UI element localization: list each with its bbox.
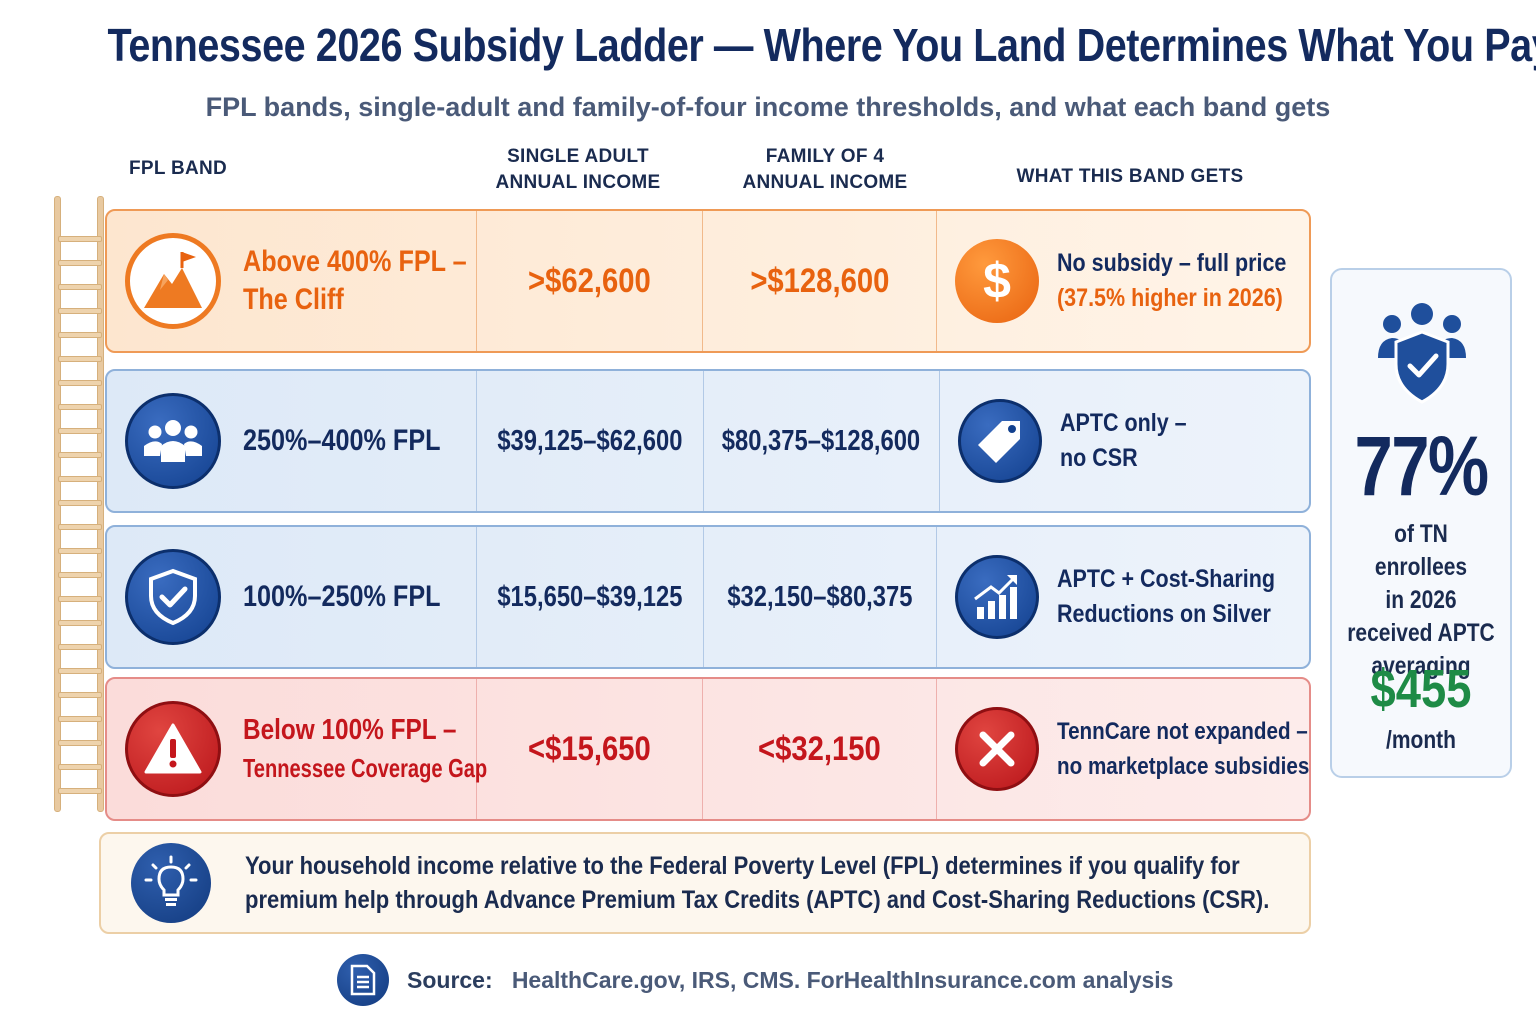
lightbulb-icon — [131, 843, 211, 923]
ladder-rung — [58, 476, 102, 482]
ladder-rung — [58, 428, 102, 434]
info-note: Your household income relative to the Fe… — [99, 832, 1311, 934]
stat-description: of TN enrollees in 2026 received APTC av… — [1347, 520, 1495, 680]
document-icon — [337, 954, 389, 1006]
ladder-rung — [58, 692, 102, 698]
ladder-rung — [58, 764, 102, 770]
x-circle-icon — [955, 707, 1039, 791]
ladder-rung — [58, 260, 102, 266]
single-income-value: $39,125–$62,600 — [497, 424, 683, 457]
ladder-rung — [58, 740, 102, 746]
ladder-rung — [58, 500, 102, 506]
people-group-icon — [125, 393, 221, 489]
single-income-value: $15,650–$39,125 — [497, 580, 683, 613]
band-label: 250%–400% FPL — [243, 424, 441, 457]
people-shield-icon — [1374, 300, 1470, 411]
stat-percent: 77% — [1354, 419, 1490, 513]
family-income-value: <$32,150 — [758, 729, 881, 768]
single-income-value: >$62,600 — [528, 261, 651, 300]
band-label: The Cliff — [243, 283, 344, 316]
stat-panel: 77% of TN enrollees in 2026 received APT… — [1330, 268, 1512, 778]
ladder-rung — [58, 308, 102, 314]
band-100-250: 100%–250% FPL $15,650–$39,125 $32,150–$8… — [105, 525, 1311, 669]
ladder-rung — [58, 644, 102, 650]
band-benefit: APTC + Cost-Sharing — [1057, 565, 1276, 593]
band-benefit: No subsidy – full price — [1057, 249, 1287, 277]
price-tag-icon — [957, 399, 1042, 483]
band-benefit-note: (37.5% higher in 2026) — [1057, 284, 1283, 312]
band-below-100: Below 100% FPL – Tennessee Coverage Gap … — [105, 677, 1311, 821]
ladder-rung — [58, 572, 102, 578]
source-line: Source: HealthCare.gov, IRS, CMS. ForHea… — [337, 954, 1173, 1006]
ladder-rung — [58, 284, 102, 290]
warning-icon — [125, 701, 221, 797]
ladder-rung — [58, 788, 102, 794]
band-benefit-note: no marketplace subsidies — [1057, 753, 1310, 780]
column-header-band: FPL BAND — [128, 158, 228, 179]
family-income-value: $32,150–$80,375 — [727, 580, 913, 613]
shield-check-icon — [125, 549, 221, 645]
band-250-400: 250%–400% FPL $39,125–$62,600 $80,375–$1… — [105, 369, 1311, 513]
ladder-rung — [58, 452, 102, 458]
ladder-rung — [58, 332, 102, 338]
family-income-value: >$128,600 — [749, 261, 890, 300]
ladder-rung — [58, 404, 102, 410]
mountain-flag-icon — [125, 233, 221, 329]
band-label: 100%–250% FPL — [243, 580, 441, 613]
ladder-rung — [58, 620, 102, 626]
band-label: Tennessee Coverage Gap — [243, 753, 488, 783]
band-label: Below 100% FPL – — [243, 714, 457, 746]
column-header-family: FAMILY OF 4 ANNUAL INCOME — [742, 146, 908, 193]
ladder-rung — [58, 380, 102, 386]
dollar-icon: $ — [955, 239, 1039, 323]
note-line: premium help through Advance Premium Tax… — [245, 886, 1270, 914]
source-text: HealthCare.gov, IRS, CMS. ForHealthInsur… — [511, 966, 1174, 993]
ladder-rung — [58, 596, 102, 602]
page-title: Tennessee 2026 Subsidy Ladder — Where Yo… — [107, 19, 1536, 71]
band-benefit-note: Reductions on Silver — [1057, 600, 1271, 628]
note-line: Your household income relative to the Fe… — [245, 852, 1240, 880]
family-income-value: $80,375–$128,600 — [722, 424, 921, 457]
ladder-rung — [58, 356, 102, 362]
band-benefit-note: no CSR — [1059, 444, 1138, 472]
column-header-gets: WHAT THIS BAND GETS — [1016, 166, 1244, 187]
stat-unit: /month — [1385, 726, 1456, 754]
ladder-rung — [58, 668, 102, 674]
ladder-rung — [58, 716, 102, 722]
column-header-single: SINGLE ADULT ANNUAL INCOME — [495, 146, 661, 193]
band-benefit: APTC only – — [1059, 409, 1187, 437]
source-label: Source: — [407, 966, 493, 993]
band-benefit: TennCare not expanded – — [1057, 718, 1308, 745]
ladder-rung — [58, 236, 102, 242]
band-label: Above 400% FPL – — [243, 245, 467, 278]
band-above-400: Above 400% FPL – The Cliff >$62,600 >$12… — [105, 209, 1311, 353]
page-subtitle: FPL bands, single-adult and family-of-fo… — [205, 92, 1331, 122]
stat-amount: $455 — [1370, 659, 1472, 719]
ladder-decoration — [54, 196, 104, 812]
bar-chart-up-icon — [955, 555, 1039, 639]
ladder-rung — [58, 524, 102, 530]
single-income-value: <$15,650 — [528, 729, 651, 768]
ladder-rung — [58, 548, 102, 554]
